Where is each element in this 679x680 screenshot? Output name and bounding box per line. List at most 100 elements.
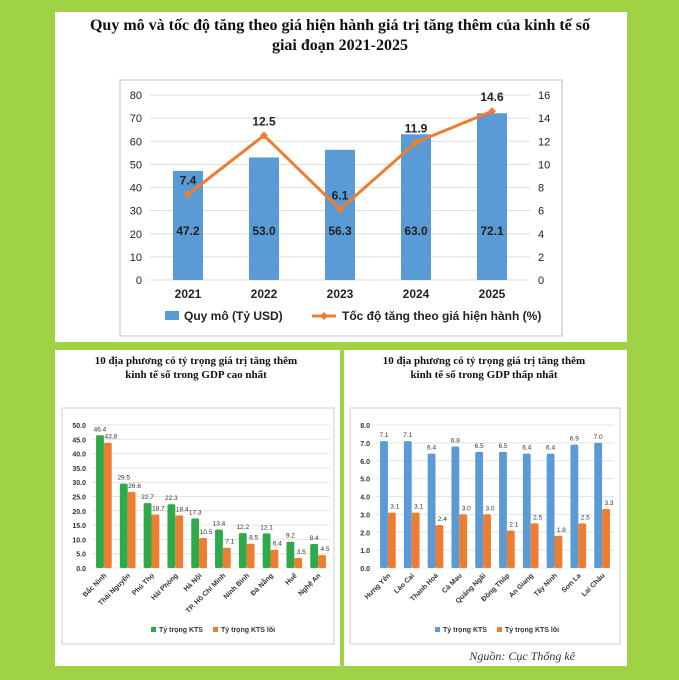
left-chart-title-line2: kinh tế số trong GDP cao nhất	[125, 369, 267, 381]
y-tick-label: 5.0	[360, 477, 370, 484]
legend-swatch	[151, 627, 156, 632]
line-data-label: 12.5	[252, 114, 276, 128]
bar-data-label: 53.0	[252, 224, 276, 238]
right-chart-title-line2: kinh tế số trong GDP thấp nhất	[410, 369, 557, 381]
top-chart-title-line2: giai đoạn 2021-2025	[272, 37, 408, 54]
y-tick-label: 4.0	[360, 495, 370, 502]
top-chart-title: Quy mô và tốc độ tăng theo giá hiện hành…	[90, 17, 591, 34]
bar	[380, 441, 388, 568]
legend-label: Tỷ trọng KTS	[159, 627, 203, 634]
bar-data-label: 3.0	[486, 505, 495, 512]
bar	[199, 537, 207, 568]
bar	[127, 491, 136, 568]
bar-data-label: 8.4	[310, 535, 319, 542]
bar-data-label: 8.5	[249, 535, 258, 542]
bar	[459, 514, 468, 568]
bar-data-label: 22.3	[165, 495, 178, 502]
line-data-label: 6.1	[332, 188, 349, 202]
bar	[262, 533, 271, 568]
bar	[401, 134, 431, 280]
bar-data-label: 6.4	[522, 445, 531, 452]
bar-data-label: 22.7	[141, 494, 154, 501]
bar-data-label: 13.4	[213, 521, 226, 528]
y-tick-label: 40.0	[72, 452, 86, 459]
y-tick-label: 30.0	[72, 480, 86, 487]
y-tick-label: 60	[130, 136, 142, 148]
bar-data-label: 26.6	[128, 483, 141, 490]
y-tick-label: 6.0	[360, 459, 370, 466]
bar	[411, 512, 420, 568]
y-tick-label: 50.0	[72, 423, 86, 430]
bar	[546, 453, 555, 568]
bar	[191, 518, 200, 568]
bar	[222, 547, 231, 568]
y2-tick-label: 2	[538, 252, 544, 264]
bar	[451, 446, 460, 568]
bar-data-label: 6.4	[546, 445, 555, 452]
bar	[403, 441, 412, 568]
y2-tick-label: 4	[538, 229, 544, 241]
bar-data-label: 6.9	[570, 436, 579, 443]
bar-data-label: 63.0	[404, 224, 428, 238]
x-tick-label: 2023	[327, 287, 354, 301]
bar-data-label: 46.4	[94, 426, 107, 433]
bar	[427, 453, 436, 568]
legend-label: Tỷ trọng KTS lõi	[505, 627, 559, 634]
y-tick-label: 45.0	[72, 437, 86, 444]
bar	[143, 503, 152, 568]
legend-swatch-bar	[165, 311, 179, 320]
line-marker	[336, 205, 344, 214]
left-chart: 0.0 5.0 10.0 15.0 20.0 25.0 30.0 35.0 40.0 45.0 50…	[72, 423, 330, 634]
bar-data-label: 10.5	[200, 529, 213, 536]
bar	[175, 515, 184, 568]
line-data-label: 11.9	[405, 121, 428, 135]
y-tick-label: 3.0	[360, 512, 370, 519]
bar	[554, 535, 563, 568]
y-tick-label: 8.0	[360, 423, 370, 430]
bar	[238, 533, 247, 568]
y-tick-label: 0	[136, 275, 142, 287]
y-tick-label: 70	[130, 113, 142, 125]
left-chart-frame	[61, 407, 335, 645]
bar-data-label: 18.7	[152, 506, 165, 513]
bar-data-label: 12.1	[260, 524, 273, 531]
bar-data-label: 1.8	[557, 527, 566, 534]
bar-data-label: 3.1	[390, 504, 399, 511]
y-tick-label: 1.0	[360, 548, 370, 555]
y-tick-label: 0.0	[360, 566, 370, 573]
panel-divider	[340, 350, 344, 666]
legend-swatch	[497, 627, 502, 632]
bar-data-label: 2.5	[581, 514, 590, 521]
y-tick-label: 25.0	[72, 495, 86, 502]
legend-marker	[320, 312, 328, 320]
y-tick-label: 10	[130, 252, 142, 264]
x-tick-label: 2025	[479, 287, 506, 301]
line-marker	[488, 107, 496, 116]
y-tick-label: 7.0	[360, 441, 370, 448]
bar	[151, 514, 160, 568]
y2-tick-label: 8	[538, 183, 544, 195]
x-tick-label: 2024	[403, 287, 430, 301]
bar	[96, 435, 104, 568]
bar	[325, 149, 355, 280]
x-tick-label: 2022	[251, 287, 278, 301]
bar-data-label: 12.2	[236, 524, 249, 531]
line-data-label: 7.4	[180, 173, 197, 187]
y-tick-label: 2.0	[360, 530, 370, 537]
bar-data-label: 3.1	[414, 504, 423, 511]
bar-data-label: 7.0	[594, 434, 603, 441]
y-tick-label: 5.0	[76, 552, 86, 559]
y-tick-label: 50	[130, 159, 142, 171]
bar-data-label: 2.4	[438, 516, 447, 523]
y2-tick-label: 12	[538, 136, 550, 148]
y2-tick-label: 10	[538, 159, 550, 171]
bar-data-label: 2.1	[509, 521, 518, 528]
y-tick-label: 35.0	[72, 466, 86, 473]
bar	[270, 549, 279, 568]
bar	[506, 530, 515, 568]
bar	[167, 504, 176, 568]
bar	[246, 543, 255, 568]
legend-label: Tỷ trọng KTS lõi	[221, 627, 275, 634]
line-marker	[184, 190, 192, 199]
